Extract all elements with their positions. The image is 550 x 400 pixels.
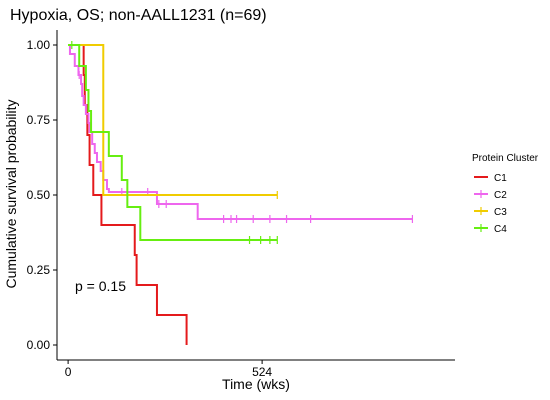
series-c4 bbox=[68, 41, 278, 244]
legend-label: C1 bbox=[494, 173, 507, 184]
legend-title: Protein Cluster bbox=[472, 153, 539, 164]
legend-label: C2 bbox=[494, 190, 507, 201]
y-tick-label: 0.00 bbox=[27, 338, 51, 352]
x-axis-title: Time (wks) bbox=[222, 376, 290, 392]
legend-item-c1: C1 bbox=[474, 173, 507, 184]
x-axis-ticks: 0 524 bbox=[65, 360, 272, 379]
legend-item-c2: C2 bbox=[474, 190, 507, 201]
legend-items: C1 C2 C3 C4 bbox=[474, 173, 507, 235]
legend-label: C4 bbox=[494, 224, 507, 235]
survival-line-c4 bbox=[68, 44, 278, 241]
survival-line-c2 bbox=[68, 44, 413, 220]
y-tick-label: 0.25 bbox=[27, 263, 51, 277]
p-value-annotation: p = 0.15 bbox=[75, 278, 126, 294]
survival-line-c3 bbox=[68, 44, 278, 196]
legend-label: C3 bbox=[494, 207, 507, 218]
x-tick-label: 0 bbox=[65, 365, 72, 379]
survival-curves bbox=[68, 41, 414, 345]
plot-area: 0.00 0.25 0.50 0.75 1.00 0 524 p = 0.15 bbox=[27, 30, 455, 379]
legend: Protein Cluster C1 C2 C3 C4 bbox=[472, 153, 539, 235]
chart-title: Hypoxia, OS; non-AALL1231 (n=69) bbox=[10, 7, 267, 24]
series-c3 bbox=[68, 44, 278, 199]
series-c1 bbox=[68, 44, 188, 345]
y-tick-label: 1.00 bbox=[27, 38, 51, 52]
survival-line-c1 bbox=[68, 44, 188, 345]
y-axis-ticks: 0.00 0.25 0.50 0.75 1.00 bbox=[27, 38, 57, 352]
x-tick-label: 524 bbox=[252, 365, 272, 379]
series-c2 bbox=[68, 44, 414, 223]
legend-item-c4: C4 bbox=[474, 224, 507, 235]
y-axis-title: Cumulative survival probability bbox=[3, 99, 19, 288]
legend-item-c3: C3 bbox=[474, 207, 507, 218]
y-tick-label: 0.75 bbox=[27, 113, 51, 127]
y-tick-label: 0.50 bbox=[27, 188, 51, 202]
